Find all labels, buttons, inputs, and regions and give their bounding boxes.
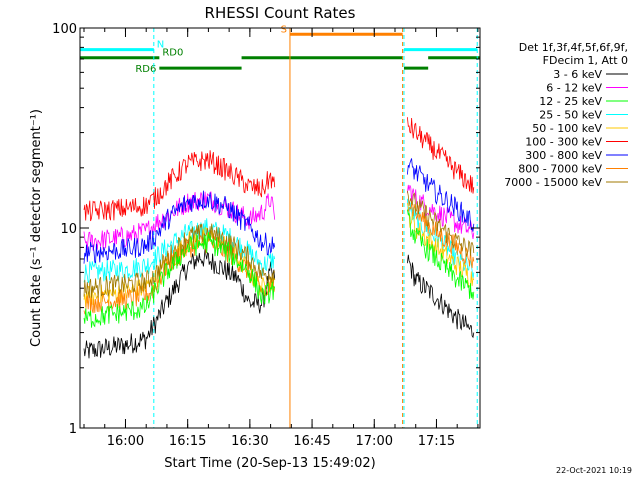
series-line-12-25-kev xyxy=(407,209,475,300)
series-line-12-25-kev xyxy=(83,232,276,328)
x-tick-label: 16:45 xyxy=(293,434,330,449)
series-group xyxy=(83,117,475,359)
flag-label-rd0: RD0 xyxy=(162,48,183,59)
y-tick-label: 10 xyxy=(60,222,77,237)
x-axis-label: Start Time (20-Sep-13 15:49:02) xyxy=(164,456,375,471)
x-tick-label: 16:15 xyxy=(169,434,206,449)
x-tick-label: 17:00 xyxy=(356,434,393,449)
series-line-3-6-kev xyxy=(83,248,276,359)
legend-label-300-800-kev: 300 - 800 keV xyxy=(525,149,602,162)
y-axis-label: Count Rate (s⁻¹ detector segment⁻¹) xyxy=(29,109,44,347)
chart-title: RHESSI Count Rates xyxy=(205,4,356,22)
series-line-3-6-kev xyxy=(407,254,475,339)
timestamp-label: 22-Oct-2021 10:19 xyxy=(556,466,632,475)
series-line-100-300-kev xyxy=(407,117,475,194)
series-line-6-12-kev xyxy=(83,191,276,251)
y-axis-ticks: 1 10 100 xyxy=(52,22,480,437)
series-line-100-300-kev xyxy=(83,150,276,222)
y-tick-label: 100 xyxy=(52,22,77,37)
flag-bars: N S RD0 RD6 xyxy=(80,24,480,75)
legend-label-800-7000-kev: 800 - 7000 keV xyxy=(518,163,602,176)
x-tick-label: 16:30 xyxy=(231,434,268,449)
legend-label-25-50-kev: 25 - 50 keV xyxy=(539,109,602,122)
series-line-800-7000-kev xyxy=(407,201,475,269)
series-line-300-800-kev xyxy=(407,158,475,232)
legend-label-12-25-kev: 12 - 25 keV xyxy=(539,95,602,108)
legend-header: Det 1f,3f,4f,5f,6f,9f, xyxy=(519,41,628,54)
flag-label-n: N xyxy=(157,40,164,51)
series-line-7000-15000-kev xyxy=(83,223,276,298)
legend-header: FDecim 1, Att 0 xyxy=(543,54,628,67)
series-line-50-100-kev xyxy=(407,202,475,289)
legend-label-3-6-kev: 3 - 6 keV xyxy=(553,68,602,81)
x-tick-label: 17:15 xyxy=(418,434,455,449)
series-line-25-50-kev xyxy=(83,218,276,284)
flag-label-rd6: RD6 xyxy=(135,64,156,75)
series-line-300-800-kev xyxy=(83,190,276,264)
legend-label-100-300-kev: 100 - 300 keV xyxy=(525,136,602,149)
x-axis-ticks: 16:00 16:15 16:30 16:45 17:00 17:15 xyxy=(83,28,479,449)
flag-label-s: S xyxy=(281,24,287,35)
legend: Det 1f,3f,4f,5f,6f,9f,FDecim 1, Att 03 -… xyxy=(504,41,628,189)
x-tick-label: 16:00 xyxy=(107,434,144,449)
series-line-7000-15000-kev xyxy=(407,190,475,257)
legend-label-7000-15000-kev: 7000 - 15000 keV xyxy=(504,176,602,189)
legend-label-50-100-kev: 50 - 100 keV xyxy=(532,122,602,135)
legend-label-6-12-kev: 6 - 12 keV xyxy=(546,82,602,95)
y-tick-label: 1 xyxy=(69,422,77,437)
